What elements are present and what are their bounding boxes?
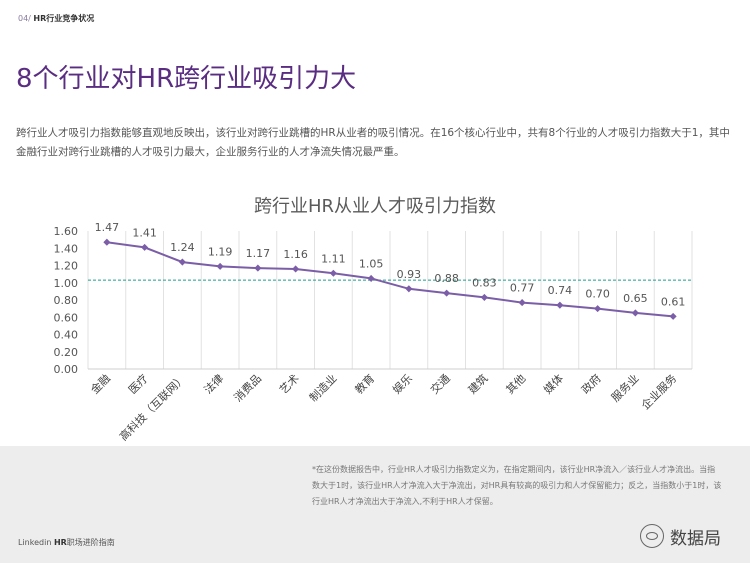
x-tick-label: 金融 <box>88 371 113 396</box>
section-number: 04/ <box>18 14 31 23</box>
page-title: 8个行业对HR跨行业吸引力大 <box>16 64 357 94</box>
data-label: 0.77 <box>510 282 535 295</box>
data-point <box>480 293 488 301</box>
data-point <box>443 289 451 297</box>
data-point <box>594 305 602 313</box>
data-label: 0.70 <box>585 288 610 301</box>
page-number: 23 <box>690 538 701 547</box>
data-point <box>367 274 375 282</box>
x-tick-label: 制造业 <box>306 371 339 404</box>
data-point <box>405 285 413 293</box>
data-point <box>329 269 337 277</box>
footer-guide-rest: 职场进阶指南 <box>66 538 115 547</box>
data-point <box>631 309 639 317</box>
data-point <box>216 262 224 270</box>
x-tick-label: 服务业 <box>609 372 642 405</box>
y-tick-label: 0.60 <box>54 311 79 324</box>
x-tick-label: 政府 <box>578 371 603 396</box>
x-tick-label: 其他 <box>503 372 528 397</box>
data-label: 0.65 <box>623 292 648 305</box>
series-line <box>106 241 674 318</box>
x-tick-label: 媒体 <box>541 371 566 396</box>
x-tick-label: 艺术 <box>277 372 302 397</box>
data-label: 1.16 <box>283 248 308 261</box>
x-tick-label: 娱乐 <box>390 371 415 396</box>
x-tick-label: 消费品 <box>231 371 264 404</box>
data-label: 0.74 <box>548 284 573 297</box>
data-point <box>254 264 262 272</box>
y-tick-label: 1.00 <box>54 277 79 290</box>
data-label: 1.47 <box>95 221 120 234</box>
y-tick-label: 0.00 <box>54 363 79 376</box>
data-label: 1.41 <box>132 226 157 239</box>
data-point <box>141 243 149 251</box>
data-label: 0.61 <box>661 295 686 308</box>
x-tick-label: 教育 <box>352 371 377 396</box>
x-tick-label: 建筑 <box>465 371 490 396</box>
y-tick-label: 1.20 <box>54 260 79 273</box>
intro-paragraph: 跨行业人才吸引力指数能够直观地反映出，该行业对跨行业跳槽的HR从业者的吸引情况。… <box>16 127 730 158</box>
x-tick-label: 医疗 <box>125 371 150 396</box>
y-tick-label: 0.20 <box>54 346 79 359</box>
y-tick-label: 1.40 <box>54 242 79 255</box>
chart-title: 跨行业HR从业人才吸引力指数 <box>253 196 497 217</box>
footnote: *在这份数据报告中，行业HR人才吸引力指数定义为，在指定期间内，该行业HR净流入… <box>312 465 722 506</box>
data-label: 0.93 <box>397 268 422 281</box>
footer-band <box>0 446 750 563</box>
data-point <box>292 265 300 273</box>
footer-brand: Linkedin HR职场进阶指南 <box>18 537 115 548</box>
footer-guide-bold: HR <box>53 538 67 547</box>
section-title: HR行业竞争状况 <box>33 14 95 23</box>
data-label: 1.19 <box>208 245 233 258</box>
data-label: 0.83 <box>472 276 497 289</box>
data-point <box>669 312 677 320</box>
watermark: 数据局 <box>640 522 734 550</box>
data-point <box>103 238 111 246</box>
x-tick-label: 法律 <box>201 371 226 396</box>
data-label: 1.11 <box>321 252 346 265</box>
data-label: 0.88 <box>434 272 459 285</box>
x-tick-label: 高科技（互联网） <box>116 371 188 443</box>
y-tick-label: 1.60 <box>54 225 79 238</box>
data-label: 1.17 <box>246 247 271 260</box>
x-tick-label: 企业服务 <box>638 371 679 412</box>
line-chart: 0.00 0.20 0.40 0.60 0.80 1.00 1.20 1.40 1.60 1.47… <box>54 221 693 443</box>
footer-brand-name: Linkedin <box>18 538 52 547</box>
data-point <box>178 258 186 266</box>
wechat-icon <box>640 524 664 548</box>
x-tick-label: 交通 <box>427 371 452 396</box>
y-tick-label: 0.40 <box>54 329 79 342</box>
watermark-text: 数据局 <box>670 529 721 549</box>
data-label: 1.24 <box>170 241 195 254</box>
section-tag: 04/ HR行业竞争状况 <box>18 13 94 24</box>
data-point <box>556 301 564 309</box>
data-label: 1.05 <box>359 257 384 270</box>
y-tick-label: 0.80 <box>54 294 79 307</box>
data-point <box>518 299 526 307</box>
